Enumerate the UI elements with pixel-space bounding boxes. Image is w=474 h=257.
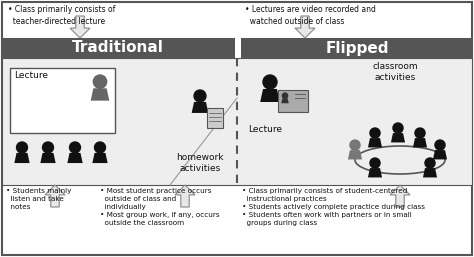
Polygon shape <box>281 98 289 103</box>
Polygon shape <box>423 168 437 177</box>
Text: • Class primarily consists of student-centered
  instructional practices
• Stude: • Class primarily consists of student-ce… <box>242 188 425 226</box>
Text: Flipped: Flipped <box>325 41 389 56</box>
Circle shape <box>370 128 380 138</box>
Text: • Lectures are video recorded and
  watched outside of class: • Lectures are video recorded and watche… <box>245 5 376 26</box>
Text: Lecture: Lecture <box>14 71 48 80</box>
Polygon shape <box>348 150 362 159</box>
Circle shape <box>94 142 105 153</box>
Polygon shape <box>14 153 30 163</box>
Circle shape <box>370 158 380 168</box>
Polygon shape <box>391 133 405 142</box>
Circle shape <box>43 142 54 153</box>
Polygon shape <box>92 153 108 163</box>
FancyBboxPatch shape <box>241 38 472 58</box>
FancyBboxPatch shape <box>278 90 308 112</box>
Text: homework
activities: homework activities <box>176 153 224 173</box>
Polygon shape <box>45 185 65 207</box>
Circle shape <box>415 128 425 138</box>
Text: • Most student practice occurs
  outside of class and
  individually
• Most grou: • Most student practice occurs outside o… <box>100 188 219 226</box>
Text: • Students mainly
  listen and take
  notes: • Students mainly listen and take notes <box>6 188 72 210</box>
FancyBboxPatch shape <box>2 38 235 58</box>
Text: Lecture: Lecture <box>248 125 282 134</box>
Polygon shape <box>260 89 280 102</box>
Polygon shape <box>91 88 109 101</box>
Circle shape <box>425 158 435 168</box>
Polygon shape <box>175 185 195 207</box>
Text: Traditional: Traditional <box>72 41 164 56</box>
Polygon shape <box>40 153 55 163</box>
FancyBboxPatch shape <box>2 2 472 255</box>
Polygon shape <box>191 102 209 113</box>
FancyBboxPatch shape <box>10 68 115 133</box>
Circle shape <box>93 75 107 88</box>
Polygon shape <box>390 185 410 207</box>
Text: • Class primarily consists of
  teacher-directed lecture: • Class primarily consists of teacher-di… <box>8 5 115 26</box>
Circle shape <box>283 93 288 98</box>
Polygon shape <box>433 150 447 159</box>
Circle shape <box>393 123 403 133</box>
Circle shape <box>70 142 81 153</box>
Circle shape <box>194 90 206 102</box>
Circle shape <box>350 140 360 150</box>
FancyBboxPatch shape <box>2 58 472 185</box>
Circle shape <box>263 75 277 89</box>
Circle shape <box>17 142 27 153</box>
Polygon shape <box>70 16 90 38</box>
FancyBboxPatch shape <box>207 108 223 128</box>
Text: classroom
activities: classroom activities <box>372 62 418 82</box>
Polygon shape <box>295 16 315 38</box>
Circle shape <box>435 140 445 150</box>
Polygon shape <box>368 138 382 148</box>
Polygon shape <box>368 168 382 177</box>
Polygon shape <box>67 153 82 163</box>
Polygon shape <box>413 138 427 148</box>
